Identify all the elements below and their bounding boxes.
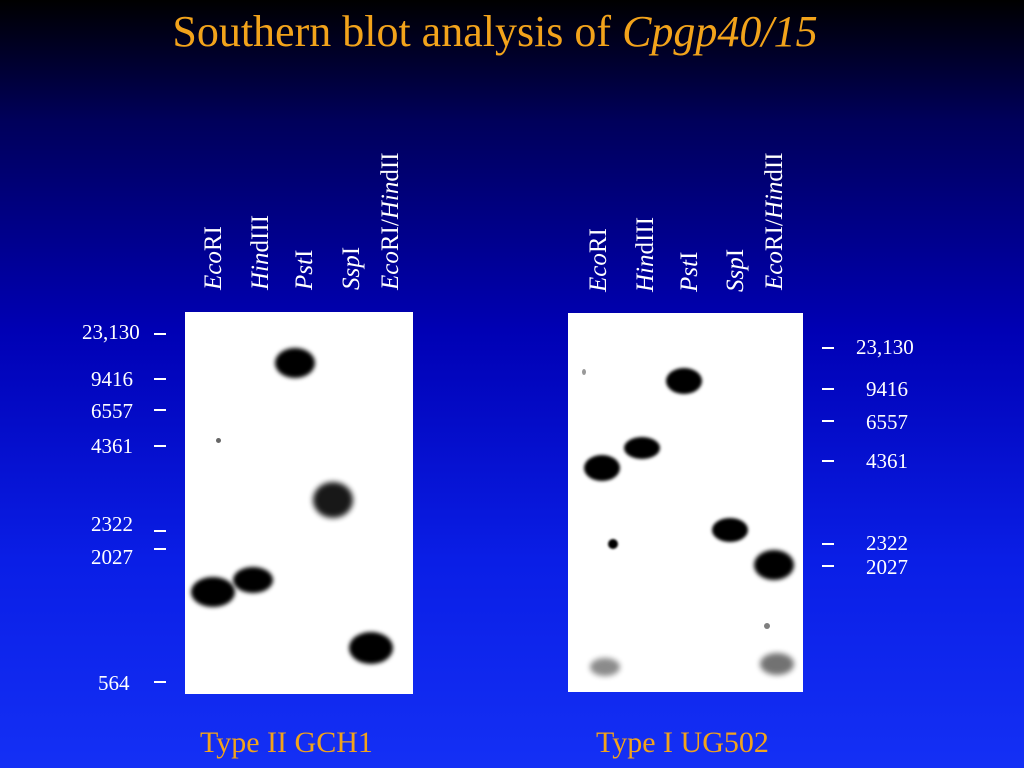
right-marker-6557: 6557 xyxy=(866,410,908,434)
right-lane-label-ecori-hindii: EcoRI/HindII xyxy=(761,152,788,290)
left-marker-564: 564 xyxy=(98,671,130,695)
right-marker-9416: 9416 xyxy=(866,377,908,401)
right-lane-label-ecori: EcoRI xyxy=(585,228,612,292)
left-marker-6557: 6557 xyxy=(91,399,133,423)
left-marker-tick xyxy=(154,530,166,532)
left-panel-caption: Type II GCH1 xyxy=(200,726,373,759)
left-lane-label-sspi: SspI xyxy=(338,246,365,290)
right-marker-tick xyxy=(822,543,834,545)
right-marker-23130: 23,130 xyxy=(856,335,914,359)
slide-title: Southern blot analysis of Cpgp40/15 xyxy=(0,6,990,57)
left-marker-tick xyxy=(154,548,166,550)
right-marker-tick xyxy=(822,460,834,462)
left-marker-23130: 23,130 xyxy=(82,320,140,344)
right-marker-2027: 2027 xyxy=(866,555,908,579)
left-marker-tick xyxy=(154,445,166,447)
right-marker-tick xyxy=(822,420,834,422)
right-lane-label-hindiii: HindIII xyxy=(632,217,659,292)
left-marker-tick xyxy=(154,681,166,683)
left-marker-tick xyxy=(154,409,166,411)
right-marker-tick xyxy=(822,565,834,567)
left-blot-image xyxy=(185,312,413,694)
right-blot-image xyxy=(568,313,803,692)
right-lane-label-psti: PstI xyxy=(676,251,703,292)
left-marker-2322: 2322 xyxy=(91,512,133,536)
left-lane-label-psti: PstI xyxy=(291,249,318,290)
title-text: Southern blot analysis of xyxy=(172,7,623,56)
right-lane-label-sspi: SspI xyxy=(722,248,749,292)
left-lane-label-ecori-hindii: EcoRI/HindII xyxy=(377,152,404,290)
left-marker-tick xyxy=(154,378,166,380)
right-marker-2322: 2322 xyxy=(866,531,908,555)
right-panel-caption: Type I UG502 xyxy=(596,726,769,759)
left-marker-2027: 2027 xyxy=(91,545,133,569)
left-marker-tick xyxy=(154,333,166,335)
title-gene: Cpgp40/15 xyxy=(622,7,818,56)
right-marker-tick xyxy=(822,347,834,349)
left-lane-label-ecori: EcoRI xyxy=(200,226,227,290)
right-marker-4361: 4361 xyxy=(866,449,908,473)
right-marker-tick xyxy=(822,388,834,390)
left-marker-4361: 4361 xyxy=(91,434,133,458)
left-lane-label-hindiii: HindIII xyxy=(247,215,274,290)
left-marker-9416: 9416 xyxy=(91,367,133,391)
